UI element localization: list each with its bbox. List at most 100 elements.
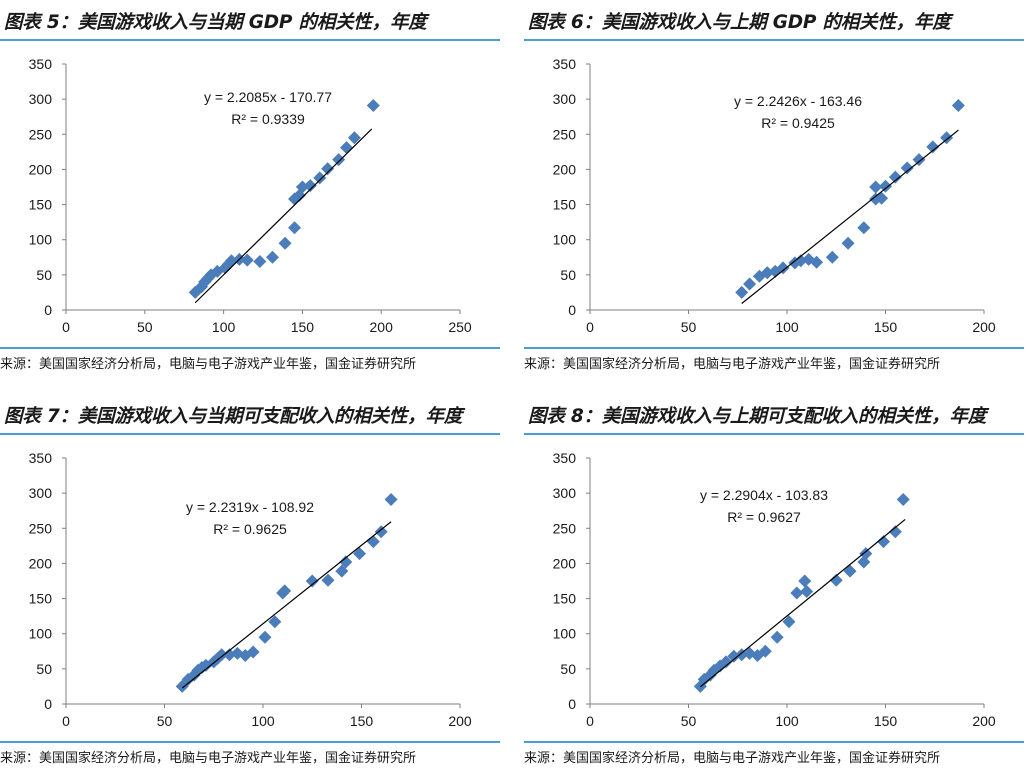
data-point	[940, 131, 954, 145]
data-point	[743, 277, 757, 291]
y-tick-label: 0	[568, 696, 576, 712]
y-tick-label: 100	[29, 232, 53, 248]
source-note: 来源：美国国家经济分析局，电脑与电子游戏产业年鉴，国金证券研究所	[0, 357, 417, 372]
data-point	[366, 98, 380, 112]
data-point	[912, 153, 926, 167]
data-point	[246, 645, 260, 659]
y-tick-label: 50	[560, 661, 576, 677]
chart-title: 图表 5：美国游戏收入与当期 GDP 的相关性，年度	[4, 12, 427, 33]
y-tick-label: 50	[36, 267, 52, 283]
data-point	[735, 648, 749, 662]
x-tick-label: 100	[212, 319, 236, 335]
chart-panel-income-lagged: 图表 8：美国游戏收入与上期可支配收入的相关性，年度 0 50 100 150 200 2…	[524, 394, 1024, 770]
data-point	[825, 250, 839, 264]
y-tick-label: 300	[553, 485, 577, 501]
chart-title: 图表 6：美国游戏收入与上期 GDP 的相关性，年度	[528, 12, 951, 33]
x-tick-label: 50	[157, 713, 173, 729]
data-point	[794, 254, 808, 268]
data-point	[332, 153, 346, 167]
chart-title: 图表 8：美国游戏收入与上期可支配收入的相关性，年度	[528, 406, 987, 427]
x-tick-label: 100	[775, 713, 799, 729]
regression-equation: y = 2.2085x - 170.77	[204, 89, 332, 105]
data-point	[951, 98, 965, 112]
r-squared-label: R² = 0.9627	[727, 509, 801, 525]
data-point	[347, 131, 361, 145]
data-point	[265, 250, 279, 264]
data-point	[210, 264, 224, 278]
data-point	[776, 261, 790, 275]
x-tick-label: 0	[586, 319, 594, 335]
r-squared-label: R² = 0.9425	[761, 115, 835, 131]
data-point	[798, 574, 812, 588]
chart-panel-gdp-current: 图表 5：美国游戏收入与当期 GDP 的相关性，年度 0 50 100 150 200 2…	[0, 0, 500, 376]
data-point	[782, 615, 796, 629]
trendline	[194, 128, 373, 304]
y-tick-label: 150	[29, 591, 53, 607]
y-tick-label: 300	[553, 91, 577, 107]
regression-equation: y = 2.2426x - 163.46	[734, 93, 862, 109]
x-tick-label: 150	[874, 319, 898, 335]
y-tick-label: 300	[29, 91, 53, 107]
data-point	[313, 171, 327, 185]
data-point	[303, 179, 317, 193]
y-tick-label: 100	[29, 626, 53, 642]
data-point	[253, 255, 267, 269]
x-tick-label: 50	[137, 319, 153, 335]
data-point	[875, 191, 889, 205]
y-tick-label: 0	[568, 302, 576, 318]
y-tick-label: 150	[553, 197, 577, 213]
chart-panel-gdp-lagged: 图表 6：美国游戏收入与上期 GDP 的相关性，年度 0 50 100 150 200 2…	[524, 0, 1024, 376]
regression-equation: y = 2.2904x - 103.83	[700, 487, 828, 503]
x-tick-label: 100	[251, 713, 275, 729]
source-note: 来源：美国国家经济分析局，电脑与电子游戏产业年鉴，国金证券研究所	[0, 751, 417, 766]
data-point	[896, 492, 910, 506]
data-point	[258, 630, 272, 644]
data-point	[211, 651, 225, 665]
data-point	[384, 492, 398, 506]
source-rule	[524, 741, 1024, 743]
x-tick-label: 250	[448, 319, 472, 335]
y-tick-label: 50	[36, 661, 52, 677]
scatter-plot: 0 50 100 150 200 250 300 350 0 50 100 150 200 y = 2.2…	[553, 450, 996, 729]
data-point	[900, 161, 914, 175]
data-point	[278, 236, 292, 250]
x-tick-label: 50	[681, 713, 697, 729]
data-point	[800, 585, 814, 599]
y-tick-label: 200	[29, 555, 53, 571]
x-tick-label: 150	[874, 713, 898, 729]
data-point	[719, 655, 733, 669]
y-tick-label: 350	[553, 56, 577, 72]
x-tick-label: 200	[972, 713, 996, 729]
data-point	[758, 644, 772, 658]
data-point	[305, 574, 319, 588]
data-point	[843, 564, 857, 578]
source-rule	[0, 741, 500, 743]
data-point	[727, 649, 741, 663]
data-point	[888, 525, 902, 539]
title-rule	[0, 39, 500, 41]
chart-title: 图表 7：美国游戏收入与当期可支配收入的相关性，年度	[4, 406, 463, 427]
source-rule	[524, 347, 1024, 349]
y-tick-label: 250	[553, 520, 577, 536]
x-tick-label: 0	[62, 319, 70, 335]
y-tick-label: 100	[553, 232, 577, 248]
data-point	[735, 285, 749, 299]
source-note: 来源：美国国家经济分析局，电脑与电子游戏产业年鉴，国金证券研究所	[524, 751, 941, 766]
y-tick-label: 150	[29, 197, 53, 213]
data-point	[841, 236, 855, 250]
data-point	[790, 586, 804, 600]
y-tick-label: 250	[29, 126, 53, 142]
data-point	[829, 573, 843, 587]
y-tick-label: 0	[44, 696, 52, 712]
y-tick-label: 300	[29, 485, 53, 501]
data-point	[802, 252, 816, 266]
y-tick-label: 150	[553, 591, 577, 607]
y-tick-label: 50	[560, 267, 576, 283]
data-point	[857, 221, 871, 235]
y-tick-label: 350	[29, 56, 53, 72]
y-tick-label: 200	[29, 161, 53, 177]
y-tick-label: 100	[553, 626, 577, 642]
data-point	[218, 261, 232, 275]
data-point	[879, 179, 892, 193]
y-tick-label: 350	[29, 450, 53, 466]
